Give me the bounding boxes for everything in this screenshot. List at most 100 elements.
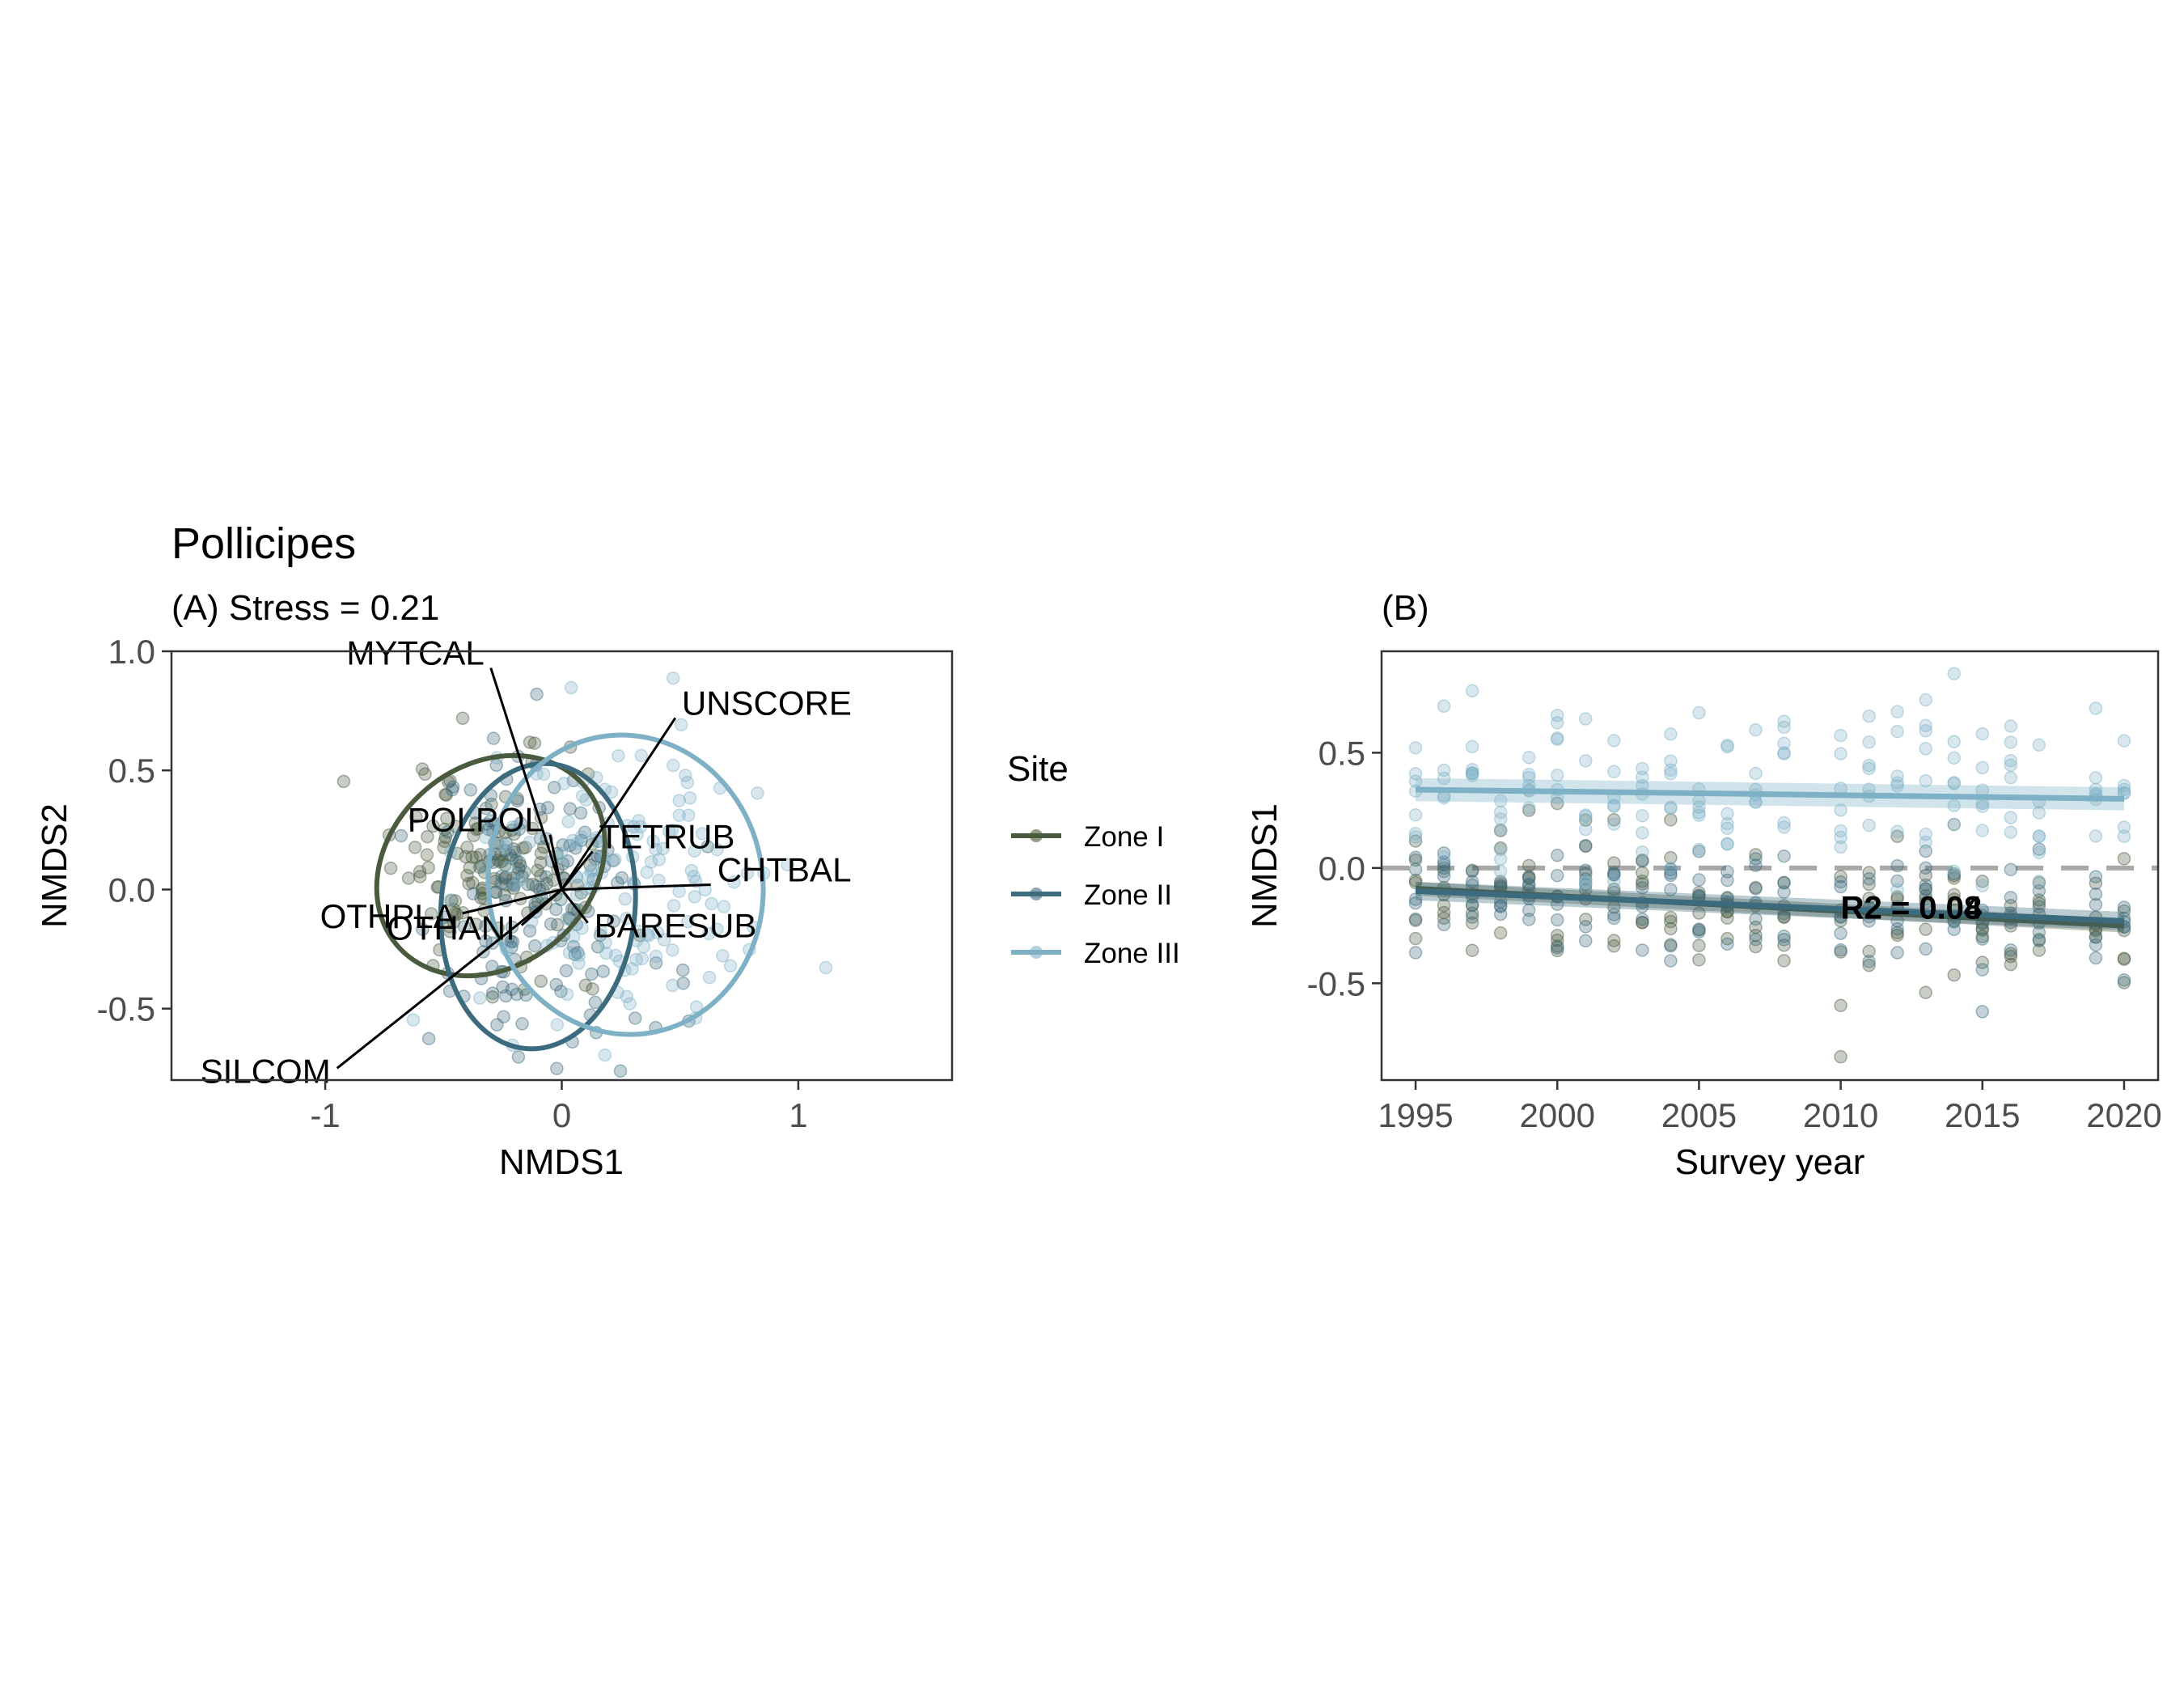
point-b-zone-i [1834,945,1848,959]
point-b-zone-ii [1408,896,1423,910]
point-a-zone-iii [650,926,665,940]
point-a-zone-i [540,877,554,891]
point-b-zone-ii [1834,926,1848,940]
point-b-zone-i [2032,876,2046,890]
point-b-zone-iii [1919,724,1932,738]
point-a-zone-iii [679,769,692,782]
point-b-zone-ii [1749,932,1763,947]
point-b-zone-ii [1975,1005,1990,1019]
point-a-zone-iii [566,930,581,944]
point-b-zone-ii [1664,868,1678,883]
point-a-zone-i [455,711,470,726]
panel-b-subtitle: (B) [1382,588,1429,628]
point-b-zone-iii [1607,765,1621,778]
point-a-zone-iii [681,808,696,822]
point-b-zone-iii [2089,829,2103,843]
point-b-zone-i [1408,875,1423,890]
point-b-zone-ii [1664,938,1678,953]
point-a-zone-ii [544,917,558,931]
point-a-zone-i [408,841,422,854]
point-b-zone-ii [1522,879,1536,892]
point-a-zone-i [514,858,527,873]
point-b-zone-ii [2032,926,2046,939]
point-b-zone-iii [1664,800,1678,815]
point-b-zone-iii [1890,769,1904,783]
point-a-zone-iii [630,828,645,841]
point-b-zone-ii [2032,842,2046,856]
point-b-zone-iii [2032,829,2046,843]
point-a-zone-iii [575,789,590,803]
vector-chtbal [561,883,711,891]
point-b-zone-ii [1947,817,1961,832]
point-a-zone-iii [569,837,584,850]
point-a-zone-i [438,830,453,845]
point-b-zone-ii [1607,868,1621,882]
point-b-zone-iii [1721,807,1734,821]
point-b-zone-iii [1777,820,1791,834]
point-b-zone-ii [1522,871,1536,884]
legend-key-point [1030,829,1043,842]
point-a-zone-ii [519,988,533,1002]
legend-label: Zone II [1084,879,1172,911]
point-b-zone-i [1465,943,1479,957]
y-tick-label-a: 0.5 [108,752,155,790]
point-b-zone-ii [1919,942,1932,956]
point-a-zone-i [473,847,488,862]
point-b-zone-iii [1465,739,1479,754]
point-a-zone-i [531,863,544,877]
point-a-zone-i [506,871,520,885]
point-b-zone-iii [1692,800,1706,814]
point-b-zone-iii [2117,829,2131,843]
point-b-zone-i [1465,916,1479,930]
point-b-zone-i [2117,976,2131,989]
point-a-zone-iii [575,922,589,935]
point-b-zone-i [1550,943,1564,958]
point-b-zone-ii [2089,951,2103,965]
point-b-zone-ii [1579,872,1593,886]
point-a-zone-iii [672,808,686,822]
point-b-zone-i [1664,813,1678,827]
point-a-zone-iii [625,962,639,976]
point-a-zone-i [460,868,474,883]
point-b-zone-iii [1975,824,1990,837]
vector-baresub [561,888,589,924]
point-b-zone-ii [1890,946,1904,960]
point-a-zone-i [485,797,498,811]
point-b-zone-iii [1579,808,1593,822]
y-tick-label-b: 0.5 [1318,734,1365,772]
point-b-zone-ii [1692,922,1706,936]
point-b-zone-iii [1975,879,1990,892]
point-b-zone-iii [1777,720,1791,735]
point-a-zone-i [469,822,484,837]
point-a-zone-ii [512,855,527,869]
point-a-zone-ii [510,866,525,880]
point-a-zone-ii [505,940,518,955]
point-b-zone-i [1749,848,1763,862]
point-b-zone-iii [1607,734,1621,748]
point-b-zone-iii [1579,712,1593,726]
point-a-zone-ii [556,838,570,852]
x-tick-label-a: -1 [310,1096,340,1134]
ellipse-zone-ii [438,761,638,1052]
point-b-zone-iii [1607,817,1621,831]
point-b-zone-iii [1975,799,1990,814]
point-b-zone-i [1579,813,1593,827]
point-b-zone-iii [1890,724,1904,739]
point-b-zone-ii [1636,943,1649,957]
point-b-zone-ii [1437,864,1451,879]
point-b-zone-ii [1664,862,1678,876]
point-b-zone-i [2032,932,2046,947]
point-b-zone-ii [1947,866,1961,881]
point-b-zone-i [1862,958,1876,972]
point-a-zone-ii [495,869,509,883]
point-a-zone-iii [674,718,688,732]
point-a-zone-iii [536,767,551,782]
point-b-zone-iii [1550,731,1564,745]
point-a-zone-iii [751,786,764,800]
point-b-zone-i [2089,930,2103,944]
point-a-zone-iii [633,820,648,834]
point-a-zone-i [507,827,521,841]
point-b-zone-i [1550,796,1564,811]
point-a-zone-ii [479,919,493,934]
